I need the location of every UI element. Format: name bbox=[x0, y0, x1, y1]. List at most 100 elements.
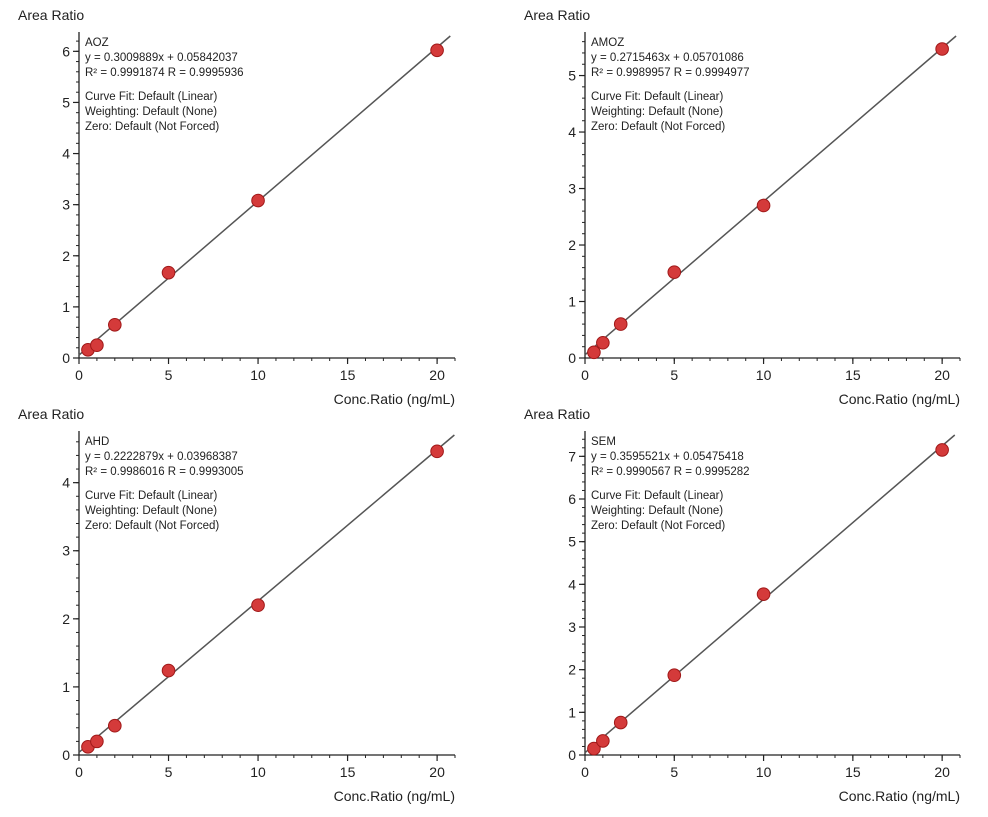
data-point bbox=[935, 42, 949, 56]
data-point bbox=[90, 734, 104, 749]
weighting-info: Weighting: Default (None) bbox=[85, 505, 217, 517]
y-axis-title: Area Ratio bbox=[524, 7, 590, 23]
x-axis-title: Conc.Ratio (ng/mL) bbox=[334, 391, 455, 407]
correlation-stats: R² = 0.9989957 R = 0.9994977 bbox=[591, 67, 750, 79]
compound-name: AOZ bbox=[85, 37, 109, 49]
weighting-info: Weighting: Default (None) bbox=[85, 106, 217, 118]
data-point bbox=[667, 265, 682, 279]
x-tick-label: 5 bbox=[165, 764, 173, 780]
y-tick-label: 5 bbox=[568, 534, 576, 550]
y-tick-label: 7 bbox=[568, 448, 576, 464]
x-tick-label: 10 bbox=[250, 367, 266, 383]
regression-line bbox=[78, 35, 451, 356]
curve-fit-info: Curve Fit: Default (Linear) bbox=[591, 91, 723, 103]
data-point bbox=[935, 443, 949, 457]
data-point bbox=[108, 718, 122, 733]
data-point bbox=[667, 668, 682, 683]
x-tick-label: 15 bbox=[845, 367, 861, 383]
x-tick-label: 0 bbox=[75, 764, 83, 780]
x-tick-label: 15 bbox=[340, 764, 356, 780]
regression-equation: y = 0.2715463x + 0.05701086 bbox=[591, 52, 744, 64]
x-tick-label: 0 bbox=[581, 367, 589, 383]
y-tick-label: 5 bbox=[568, 68, 576, 84]
data-point bbox=[108, 317, 122, 332]
y-tick-label: 4 bbox=[568, 124, 576, 140]
x-tick-label: 20 bbox=[934, 367, 950, 383]
correlation-stats: R² = 0.9991874 R = 0.9995936 bbox=[85, 67, 244, 79]
data-point bbox=[613, 317, 628, 331]
x-tick-label: 5 bbox=[670, 764, 678, 780]
curve-fit-info: Curve Fit: Default (Linear) bbox=[85, 91, 217, 103]
y-tick-label: 1 bbox=[62, 679, 70, 695]
zero-info: Zero: Default (Not Forced) bbox=[85, 520, 219, 532]
y-tick-label: 2 bbox=[568, 237, 576, 253]
regression-equation: y = 0.3009889x + 0.05842037 bbox=[85, 52, 238, 64]
data-point bbox=[587, 345, 601, 360]
curve-fit-info: Curve Fit: Default (Linear) bbox=[85, 490, 217, 502]
x-tick-label: 5 bbox=[165, 367, 173, 383]
data-point bbox=[90, 338, 104, 353]
y-tick-label: 4 bbox=[62, 475, 70, 491]
y-tick-label: 0 bbox=[62, 350, 70, 366]
data-point bbox=[430, 444, 444, 459]
chart-panel-ahd: 0 1 2 3 4 0 5 10 15 20 Area Ratio Conc.Ratio (ng/mL… bbox=[18, 406, 456, 804]
regression-equation: y = 0.3595521x + 0.05475418 bbox=[591, 451, 744, 463]
data-point bbox=[756, 198, 771, 213]
y-tick-label: 0 bbox=[62, 747, 70, 763]
regression-line bbox=[78, 434, 455, 753]
x-axis-title: Conc.Ratio (ng/mL) bbox=[839, 788, 960, 804]
x-tick-label: 0 bbox=[581, 764, 589, 780]
x-axis-title: Conc.Ratio (ng/mL) bbox=[334, 788, 455, 804]
compound-name: SEM bbox=[591, 436, 616, 448]
compound-name: AHD bbox=[85, 436, 109, 448]
data-point bbox=[430, 43, 444, 58]
x-tick-label: 15 bbox=[340, 367, 356, 383]
x-tick-label: 0 bbox=[75, 367, 83, 383]
data-point bbox=[161, 265, 176, 280]
y-tick-label: 0 bbox=[568, 747, 576, 763]
y-tick-label: 3 bbox=[568, 619, 576, 635]
regression-line bbox=[584, 35, 957, 356]
compound-name: AMOZ bbox=[591, 37, 624, 49]
y-axis-title: Area Ratio bbox=[18, 7, 84, 23]
x-tick-label: 20 bbox=[429, 764, 445, 780]
x-tick-label: 5 bbox=[670, 367, 678, 383]
y-tick-label: 2 bbox=[62, 611, 70, 627]
weighting-info: Weighting: Default (None) bbox=[591, 505, 723, 517]
y-tick-label: 1 bbox=[62, 299, 70, 315]
chart-panel-amoz: 0 1 2 3 4 5 0 5 10 15 20 Area Ratio Conc.Ratio (ng/m… bbox=[524, 7, 961, 407]
curve-fit-info: Curve Fit: Default (Linear) bbox=[591, 490, 723, 502]
x-tick-label: 15 bbox=[845, 764, 861, 780]
y-tick-label: 6 bbox=[62, 43, 70, 59]
x-tick-label: 10 bbox=[756, 367, 772, 383]
y-tick-label: 4 bbox=[568, 576, 576, 592]
y-tick-label: 6 bbox=[568, 491, 576, 507]
x-tick-label: 20 bbox=[934, 764, 950, 780]
x-tick-label: 10 bbox=[250, 764, 266, 780]
zero-info: Zero: Default (Not Forced) bbox=[591, 520, 725, 532]
y-tick-label: 3 bbox=[568, 181, 576, 197]
zero-info: Zero: Default (Not Forced) bbox=[591, 121, 725, 133]
y-tick-label: 3 bbox=[62, 197, 70, 213]
y-axis-title: Area Ratio bbox=[18, 406, 84, 422]
x-tick-label: 20 bbox=[429, 367, 445, 383]
data-point bbox=[251, 598, 265, 613]
y-tick-label: 0 bbox=[568, 350, 576, 366]
correlation-stats: R² = 0.9990567 R = 0.9995282 bbox=[591, 466, 750, 478]
data-point bbox=[161, 663, 176, 678]
chart-panel-sem: 0 1 2 3 4 5 6 7 0 5 10 15 20 Area Ratio Conc.Ratio (ng… bbox=[524, 406, 961, 804]
data-point bbox=[596, 734, 610, 748]
x-axis-title: Conc.Ratio (ng/mL) bbox=[839, 391, 960, 407]
data-point bbox=[613, 715, 628, 730]
y-tick-label: 4 bbox=[62, 146, 70, 162]
y-tick-label: 2 bbox=[568, 662, 576, 678]
data-point bbox=[587, 741, 601, 756]
y-tick-label: 5 bbox=[62, 94, 70, 110]
y-tick-label: 2 bbox=[62, 248, 70, 264]
weighting-info: Weighting: Default (None) bbox=[591, 106, 723, 118]
y-tick-label: 1 bbox=[568, 704, 576, 720]
chart-panel-aoz: 0 1 2 3 4 5 6 0 5 10 15 20 Area Ratio Conc.Ratio (ng/… bbox=[18, 7, 456, 407]
y-axis-title: Area Ratio bbox=[524, 406, 590, 422]
